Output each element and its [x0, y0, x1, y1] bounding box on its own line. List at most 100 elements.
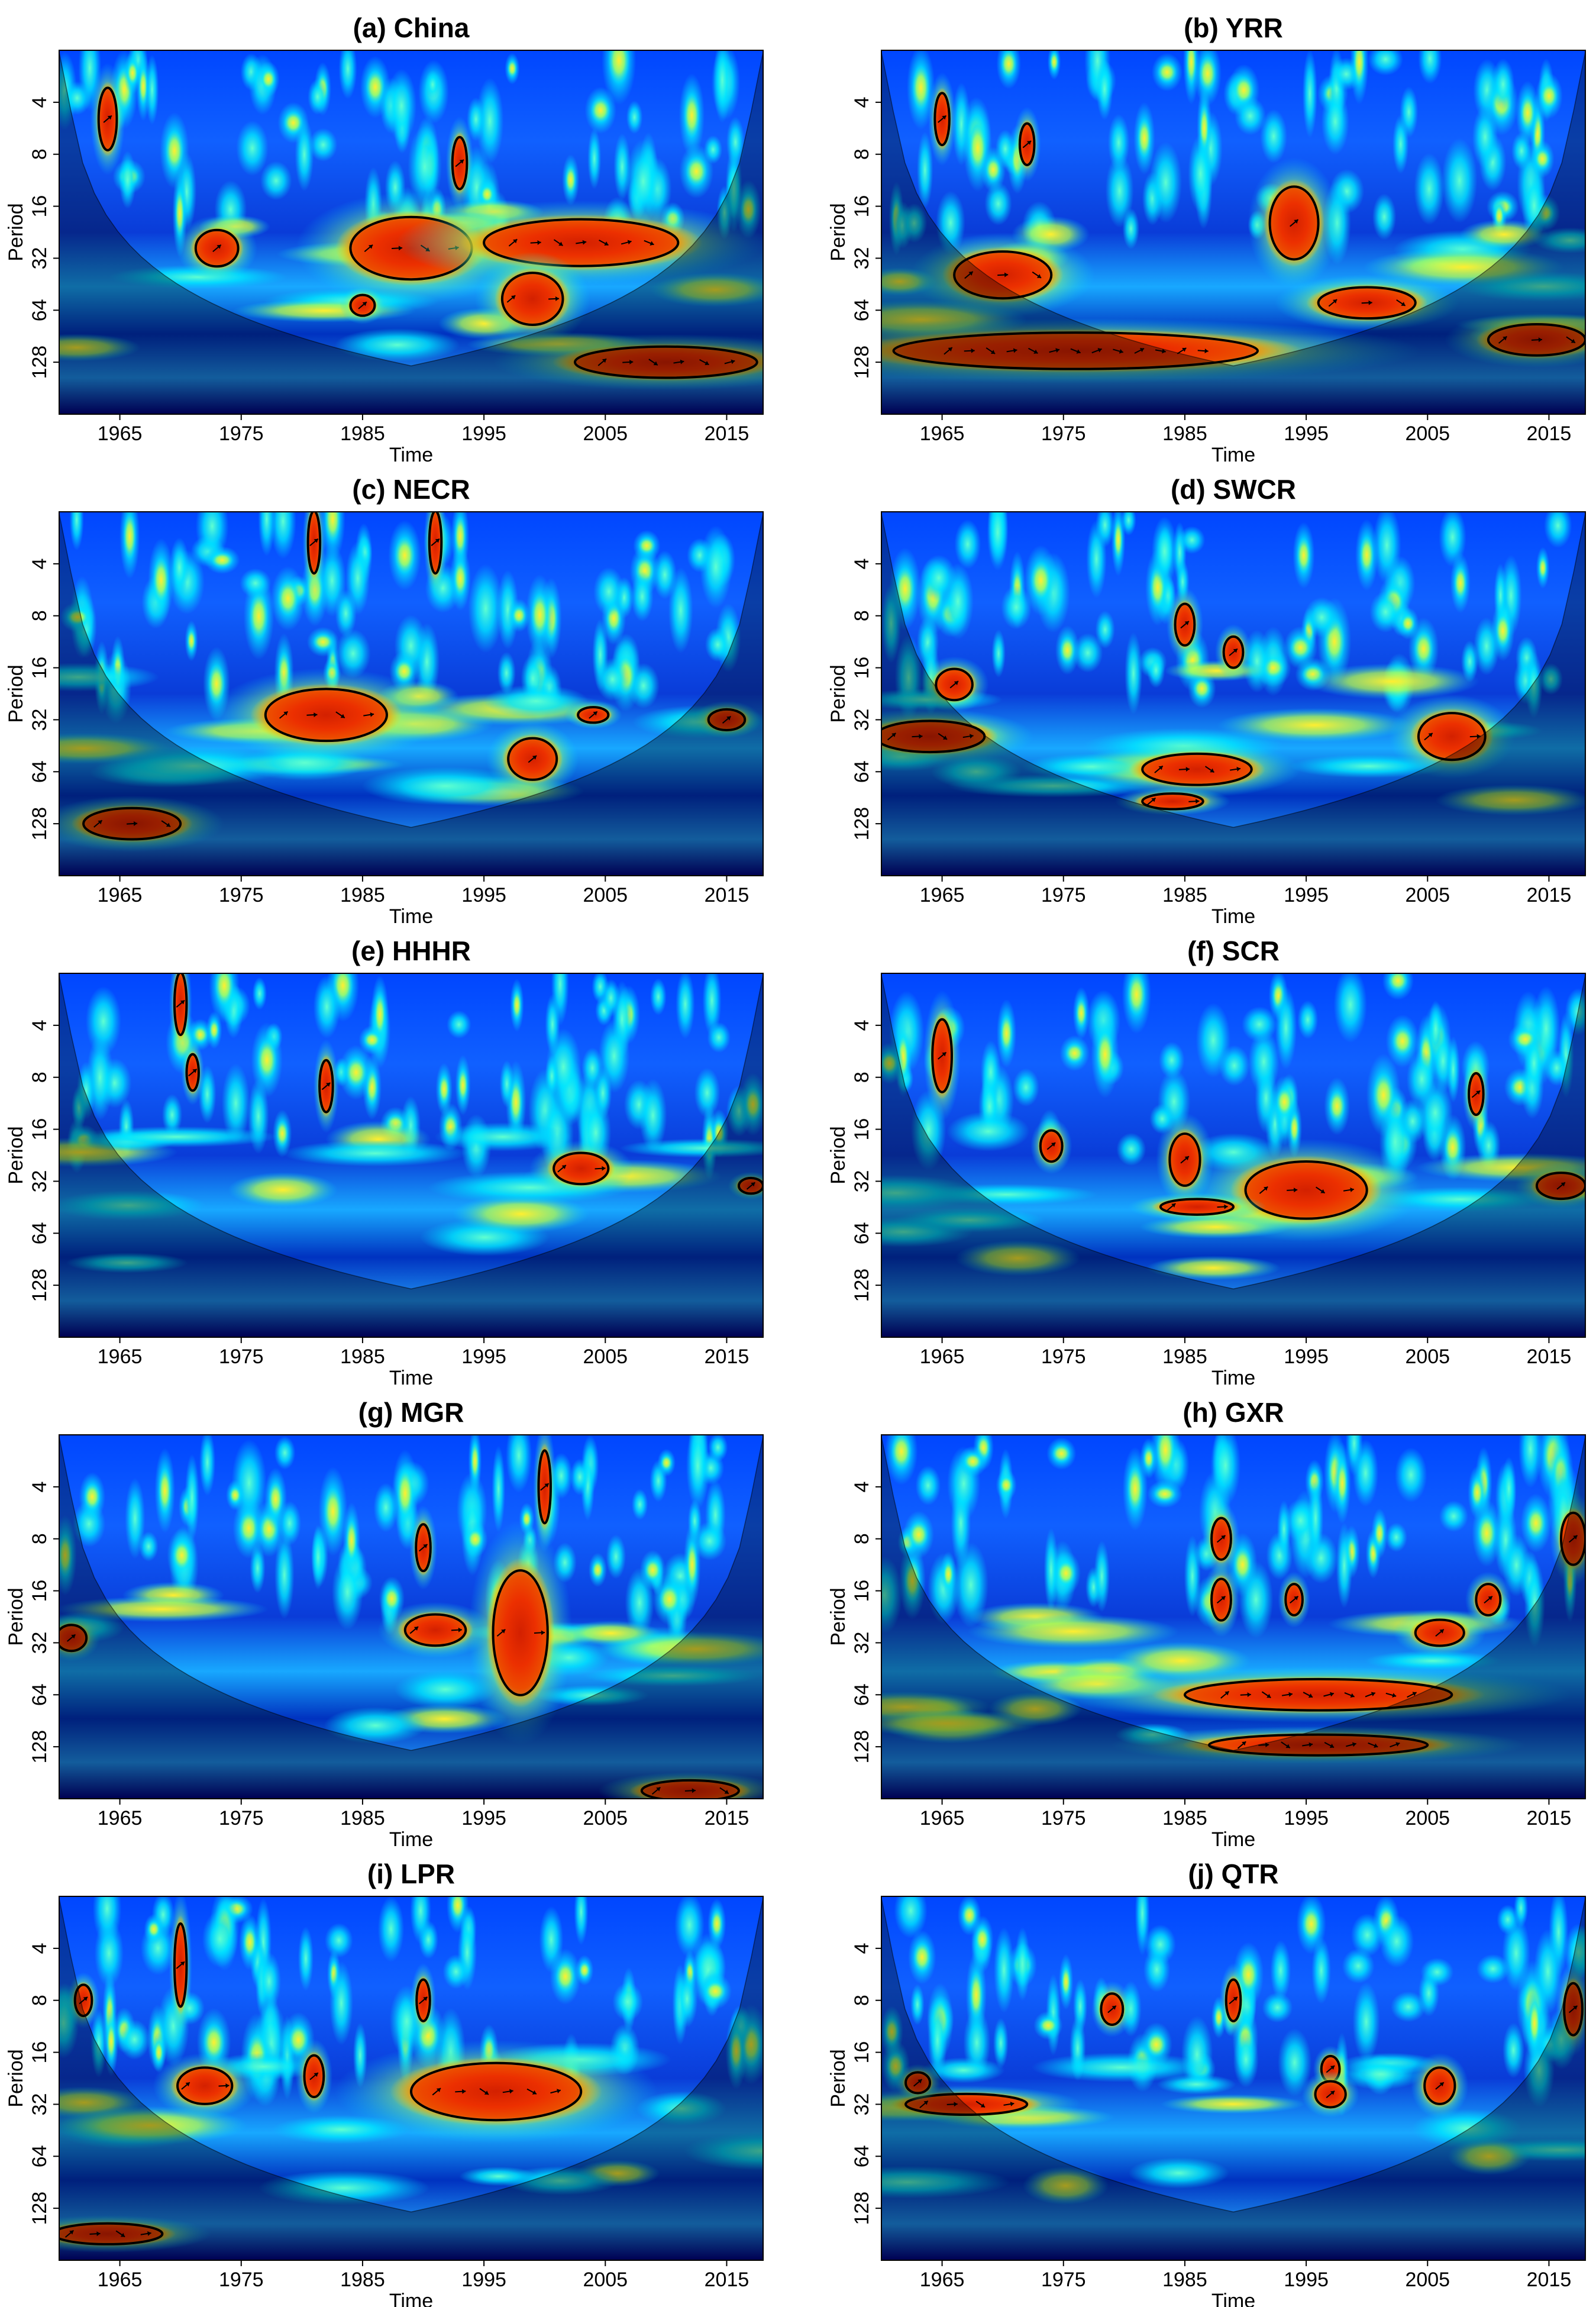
- x-tick-label: 1995: [1284, 422, 1329, 445]
- x-tick-label: 1995: [461, 1346, 506, 1368]
- significance-contour: [1244, 1160, 1368, 1220]
- y-axis-label: Period: [827, 1588, 849, 1645]
- power-texture: [1359, 535, 1374, 575]
- power-texture: [608, 50, 630, 85]
- x-tick-label: 2005: [1405, 2269, 1450, 2291]
- cone-of-influence: [59, 512, 763, 876]
- power-texture: [1277, 1500, 1291, 1559]
- power-texture: [59, 1596, 269, 1622]
- power-texture: [694, 1067, 721, 1118]
- power-texture: [915, 1465, 941, 1506]
- phase-arrow: [1217, 1204, 1228, 1209]
- power-texture: [686, 1541, 698, 1588]
- cone-of-influence-edge: [59, 1436, 763, 1751]
- power-texture: [650, 272, 763, 307]
- phase-arrow: [89, 2231, 101, 2237]
- power-texture: [257, 1040, 277, 1080]
- power-texture: [555, 1961, 576, 1992]
- power-texture: [309, 128, 338, 162]
- power-texture: [1474, 617, 1500, 676]
- y-tick-label: 64: [851, 1683, 873, 1706]
- x-tick-label: 1995: [461, 884, 506, 906]
- x-tick-label: 1995: [461, 422, 506, 445]
- phase-arrow: [418, 1996, 428, 2005]
- power-texture: [512, 990, 522, 1020]
- power-texture: [295, 118, 314, 192]
- power-texture: [881, 2166, 1010, 2199]
- wavelet-power-map: [881, 973, 1585, 1337]
- power-texture: [257, 1952, 282, 2011]
- y-axis-label: Period: [5, 1588, 27, 1645]
- phase-arrow: [938, 1051, 947, 1060]
- power-texture: [274, 1531, 295, 1619]
- y-tick-label: 4: [28, 558, 51, 569]
- x-tick-label: 2015: [1527, 1346, 1572, 1368]
- power-texture: [238, 1512, 259, 1545]
- power-texture: [1301, 1907, 1321, 1941]
- power-texture: [1278, 2028, 1312, 2097]
- phase-arrow: [306, 712, 318, 718]
- significance-contour: [904, 2092, 1029, 2116]
- x-tick-label: 1995: [1284, 2269, 1329, 2291]
- y-tick-label: 128: [28, 1730, 51, 1764]
- x-axis-label: Time: [1211, 1828, 1255, 1851]
- power-texture: [895, 566, 915, 611]
- power-texture: [740, 193, 757, 225]
- panel-0: (a) China 4 8 16 32 64 128 1965 1975 1985 1995 2005…: [5, 12, 764, 466]
- phase-arrow: [1435, 1628, 1445, 1637]
- power-texture: [1178, 526, 1206, 554]
- phase-arrow: [1216, 1535, 1226, 1543]
- power-texture: [1096, 1031, 1114, 1078]
- phase-arrow: [1154, 765, 1164, 773]
- phase-arrow: [1302, 1742, 1313, 1747]
- power-texture: [1022, 2166, 1109, 2205]
- power-texture: [1520, 95, 1535, 131]
- phase-arrow: [949, 680, 959, 689]
- power-texture: [512, 606, 526, 625]
- x-tick-label: 1995: [461, 1807, 506, 1830]
- power-texture: [447, 1010, 471, 1039]
- panel-title: (a) China: [353, 12, 470, 43]
- phase-arrow: [1568, 1535, 1578, 1543]
- power-texture: [613, 133, 631, 201]
- phase-arrow: [622, 359, 634, 364]
- power-texture: [1524, 1034, 1545, 1092]
- cone-of-influence-edge: [881, 975, 1585, 1290]
- power-texture: [1533, 1928, 1562, 2015]
- power-texture: [260, 161, 292, 201]
- phase-arrow: [1365, 1692, 1376, 1698]
- power-texture: [910, 1984, 925, 2025]
- y-tick-label: 128: [28, 2192, 51, 2225]
- power-texture: [268, 1482, 283, 1516]
- power-texture: [66, 1252, 188, 1273]
- power-texture: [1353, 50, 1365, 85]
- power-texture: [1503, 2022, 1524, 2079]
- power-texture: [274, 1436, 296, 1470]
- panel-title: (d) SWCR: [1171, 474, 1296, 505]
- y-tick-label: 8: [28, 1072, 51, 1083]
- power-texture: [531, 593, 549, 637]
- power-texture: [394, 536, 415, 575]
- power-texture: [1442, 138, 1478, 224]
- phase-arrow: [1390, 1742, 1400, 1748]
- power-texture: [565, 166, 576, 194]
- significance-contour: [264, 688, 388, 743]
- power-texture: [185, 1454, 199, 1542]
- x-tick-label: 1965: [920, 1346, 965, 1368]
- power-texture: [1105, 154, 1134, 228]
- y-tick-label: 16: [851, 2041, 873, 2064]
- phase-arrow: [589, 711, 598, 719]
- plot-frame: [59, 50, 764, 415]
- panel-7: (h) GXR 4 8 16 32 64 128 1965 1975 1985 1995 2005 20…: [827, 1397, 1586, 1851]
- power-texture: [631, 1489, 648, 1521]
- x-tick-label: 1975: [1041, 884, 1086, 906]
- phase-arrow: [621, 240, 632, 245]
- power-texture: [967, 1614, 1179, 1649]
- phase-arrow: [550, 2089, 561, 2094]
- panel-4: (e) HHHR 4 8 16 32 64 128 1965 1975 1985 1995 2005 2…: [5, 935, 764, 1389]
- panel-title: (h) GXR: [1183, 1397, 1284, 1428]
- y-tick-label: 4: [28, 1481, 51, 1492]
- power-texture: [394, 1670, 496, 1709]
- power-texture: [83, 1483, 101, 1511]
- y-tick-label: 32: [851, 247, 873, 270]
